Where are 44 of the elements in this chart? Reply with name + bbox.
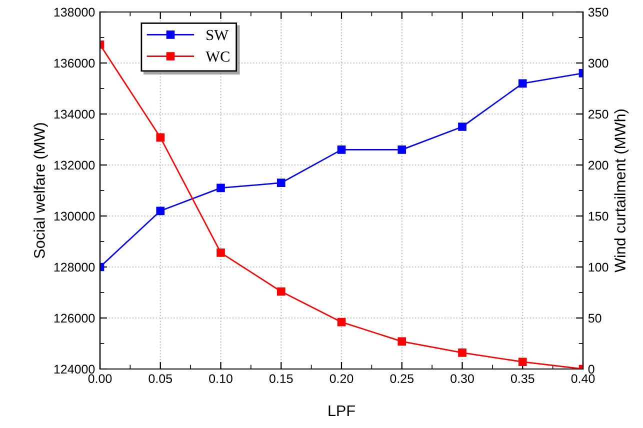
point — [518, 79, 527, 88]
point — [518, 358, 527, 366]
y2-tick-label: 0 — [588, 364, 594, 374]
y2-tick-label: 50 — [588, 314, 602, 323]
y2-tick-label: 350 — [588, 8, 608, 17]
point — [337, 318, 346, 326]
x-tick-label: 0.00 — [88, 374, 112, 384]
point — [458, 122, 466, 131]
x-tick-label: 0.20 — [330, 374, 354, 384]
point — [398, 146, 406, 154]
point — [156, 133, 165, 142]
y-tick-label: 130000 — [54, 212, 95, 221]
y2-tick-label: 150 — [588, 212, 608, 221]
point — [398, 337, 406, 346]
x-tick-label: 0.35 — [510, 374, 534, 384]
y2-tick-label: 300 — [588, 58, 608, 68]
x-tick-label: 0.05 — [148, 374, 172, 384]
x-tick-label: 0.10 — [209, 374, 232, 384]
legend-label: SW — [206, 30, 228, 40]
y-tick-label: 134000 — [54, 110, 95, 119]
y-tick-label: 124000 — [54, 364, 95, 374]
x-tick-label: 0.30 — [450, 374, 474, 384]
y-tick-label: 136000 — [54, 58, 95, 68]
y2-axis-title: Wind curtailment (MWh) — [614, 110, 629, 272]
y-tick-label: 132000 — [54, 160, 95, 170]
point — [216, 184, 225, 192]
y-tick-label: 126000 — [54, 314, 95, 323]
x-axis-title: LPF — [328, 406, 355, 416]
y2-tick-label: 250 — [588, 110, 608, 119]
point — [458, 348, 466, 357]
x-tick-label: 0.40 — [571, 374, 595, 384]
point — [216, 248, 225, 257]
x-tick-label: 0.15 — [269, 374, 293, 384]
point — [276, 287, 286, 296]
y-tick-label: 128000 — [54, 262, 95, 272]
y2-tick-label: 200 — [588, 160, 608, 170]
y-tick-label: 138000 — [54, 8, 95, 17]
x-tick-label: 0.25 — [390, 374, 414, 384]
point — [276, 178, 286, 188]
y2-tick-label: 100 — [588, 262, 608, 272]
point — [337, 146, 346, 154]
y-axis-title: Social welfare (MW) — [34, 123, 48, 258]
point — [156, 206, 165, 216]
legend-label: WC — [206, 51, 230, 62]
